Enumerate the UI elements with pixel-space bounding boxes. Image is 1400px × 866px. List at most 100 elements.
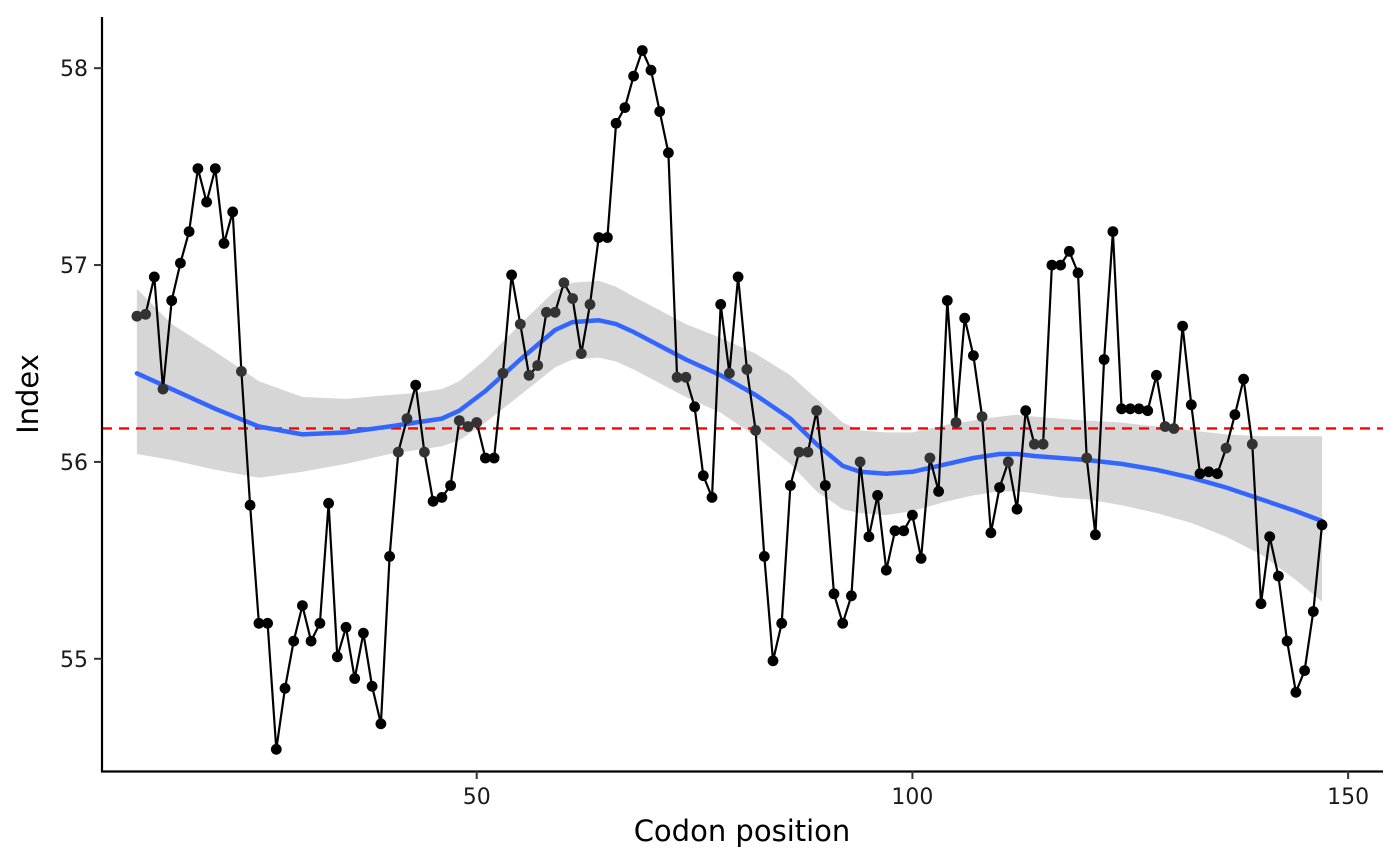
data-point bbox=[288, 635, 300, 647]
data-point bbox=[488, 452, 500, 464]
data-point bbox=[872, 490, 883, 501]
data-point bbox=[602, 232, 613, 243]
y-tick-label: 57 bbox=[60, 254, 88, 279]
x-tick-label: 100 bbox=[891, 785, 933, 810]
data-point bbox=[750, 425, 761, 436]
y-ticks: 55 56 57 58 bbox=[60, 57, 102, 673]
data-point bbox=[654, 106, 666, 117]
data-point bbox=[262, 617, 273, 629]
data-point bbox=[549, 306, 561, 318]
x-ticks: 50 100 150 bbox=[463, 771, 1369, 810]
data-point bbox=[584, 299, 596, 310]
data-point bbox=[462, 421, 474, 432]
data-point bbox=[244, 499, 256, 511]
data-point bbox=[593, 232, 605, 243]
data-point bbox=[924, 452, 936, 464]
data-point bbox=[776, 617, 788, 629]
data-point bbox=[1020, 405, 1032, 417]
data-point bbox=[976, 411, 988, 422]
data-point bbox=[471, 417, 483, 428]
data-point bbox=[514, 318, 526, 330]
data-point bbox=[645, 64, 657, 76]
data-point bbox=[1055, 259, 1066, 271]
data-point bbox=[201, 196, 213, 208]
data-point bbox=[732, 271, 744, 283]
data-point bbox=[610, 117, 622, 129]
data-point bbox=[802, 446, 814, 458]
data-series-layer bbox=[131, 45, 1328, 755]
x-tick-label: 150 bbox=[1327, 785, 1369, 810]
data-point bbox=[619, 102, 631, 113]
data-point bbox=[279, 682, 291, 694]
data-point bbox=[1281, 635, 1293, 647]
data-point bbox=[889, 525, 901, 537]
data-point bbox=[968, 350, 979, 361]
data-point bbox=[1037, 438, 1049, 450]
data-point bbox=[950, 417, 962, 428]
data-point bbox=[1124, 403, 1136, 415]
data-point bbox=[314, 617, 326, 629]
data-point bbox=[192, 163, 204, 175]
data-point bbox=[532, 360, 544, 371]
data-point bbox=[297, 600, 308, 611]
data-point bbox=[410, 379, 422, 391]
data-point bbox=[959, 312, 971, 324]
data-point bbox=[907, 509, 918, 521]
data-point bbox=[846, 590, 857, 602]
y-tick-label: 58 bbox=[60, 57, 88, 82]
data-point bbox=[1151, 369, 1162, 381]
data-point bbox=[1290, 686, 1302, 698]
data-point bbox=[445, 480, 456, 491]
data-point bbox=[854, 456, 866, 468]
data-point bbox=[1203, 466, 1215, 478]
data-point bbox=[1116, 403, 1127, 415]
data-point bbox=[567, 293, 578, 304]
data-point bbox=[541, 306, 552, 318]
data-point bbox=[340, 621, 352, 633]
data-point bbox=[427, 495, 439, 507]
confidence-band bbox=[136, 280, 1322, 602]
data-point bbox=[828, 588, 840, 600]
data-point bbox=[1090, 529, 1101, 541]
data-point bbox=[628, 70, 639, 82]
data-point bbox=[1316, 519, 1328, 531]
data-point bbox=[1273, 570, 1284, 582]
data-point bbox=[767, 655, 779, 667]
data-point bbox=[131, 310, 143, 322]
data-point bbox=[758, 551, 770, 562]
data-point bbox=[1229, 409, 1241, 421]
data-point bbox=[1238, 373, 1249, 385]
data-point bbox=[880, 564, 892, 576]
data-point bbox=[148, 271, 160, 283]
data-point bbox=[236, 366, 247, 377]
data-point bbox=[436, 492, 448, 503]
data-point bbox=[941, 295, 953, 306]
x-tick-label: 50 bbox=[463, 785, 491, 810]
data-point bbox=[863, 531, 875, 543]
data-point bbox=[270, 743, 282, 755]
data-point bbox=[392, 446, 404, 458]
data-point bbox=[663, 147, 674, 159]
data-point bbox=[915, 553, 927, 564]
data-point bbox=[1194, 468, 1206, 480]
x-axis-title: Codon position bbox=[634, 814, 851, 848]
data-point bbox=[497, 367, 509, 379]
data-point bbox=[898, 525, 910, 537]
data-point bbox=[1185, 399, 1197, 411]
data-point bbox=[811, 405, 822, 417]
data-point bbox=[1002, 456, 1014, 468]
y-tick-label: 56 bbox=[60, 451, 88, 476]
confidence-band-layer bbox=[136, 280, 1322, 602]
data-point bbox=[689, 401, 700, 413]
data-point bbox=[1264, 531, 1276, 543]
data-point bbox=[1246, 438, 1258, 450]
data-point bbox=[1072, 267, 1084, 279]
data-point bbox=[1029, 438, 1040, 450]
data-point bbox=[741, 364, 753, 375]
data-point bbox=[253, 617, 265, 629]
data-point bbox=[724, 367, 735, 379]
data-point bbox=[706, 492, 718, 503]
data-point bbox=[323, 497, 334, 509]
data-point bbox=[933, 486, 944, 497]
data-point bbox=[985, 527, 997, 539]
